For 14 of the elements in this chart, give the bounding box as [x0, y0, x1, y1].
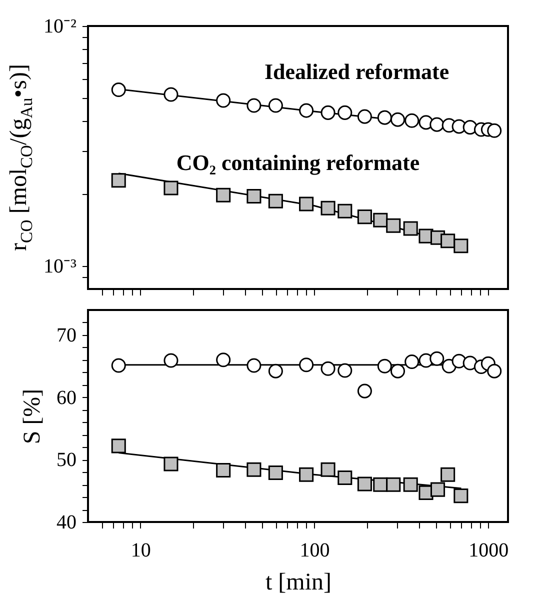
y-tick-label: 50	[56, 449, 76, 472]
y-tick-label: 10⁻³	[44, 255, 76, 278]
y-axis-title: rCO [molCO/(gAu•s)]	[6, 64, 36, 251]
y-axis-title: S [%]	[20, 388, 46, 444]
x-tick-label: 1000	[468, 540, 509, 562]
y-tick-label: 40	[56, 512, 76, 534]
annotation: Idealized reformate	[264, 59, 450, 84]
annotation: CO₂ containing reformate	[176, 150, 420, 175]
x-tick-label: 100	[300, 540, 330, 562]
x-tick-label: 10	[130, 540, 151, 562]
y-tick-label: 60	[56, 386, 76, 409]
y-tick-label: 70	[56, 324, 76, 346]
y-tick-label: 10⁻²	[44, 16, 76, 38]
x-axis-title: t [min]	[266, 570, 332, 596]
